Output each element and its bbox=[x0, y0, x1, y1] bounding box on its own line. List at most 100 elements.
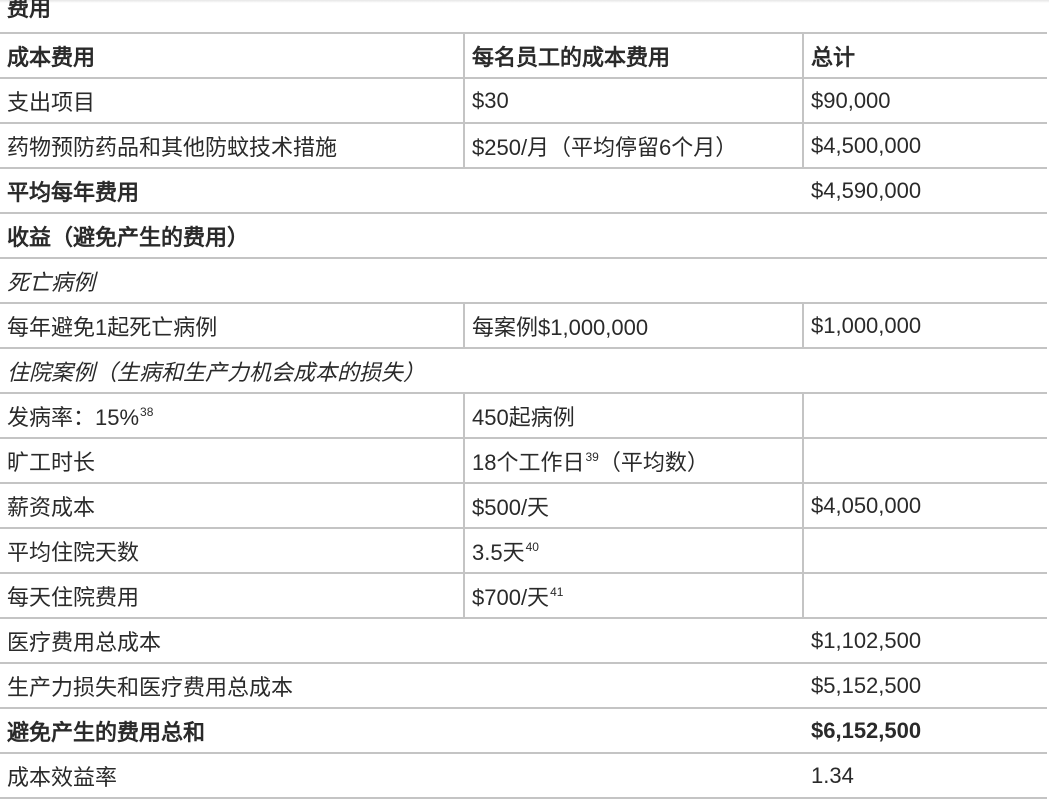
table-row: 成本效益率 1.34 bbox=[0, 754, 1047, 799]
cost-benefit-table: 成本费用 每名员工的成本费用 总计支出项目 $30 $90,000 药物预防药品和其他防蚊… bbox=[0, 32, 1047, 799]
cell-text: $6,152,500 bbox=[811, 717, 922, 743]
table-cell-c2 bbox=[463, 619, 802, 662]
table-cell-c1: 发病率：15% 38 bbox=[0, 394, 463, 437]
cell-text: $500/天 bbox=[472, 494, 550, 520]
cell-text: 发病率：15% bbox=[7, 404, 140, 430]
table-cell-c3: $5,152,500 bbox=[802, 664, 1047, 707]
table-cell-c1: 旷工时长 bbox=[0, 439, 463, 482]
table-row: 平均住院天数 3.5天 40 bbox=[0, 529, 1047, 574]
table-row: 旷工时长 18个工作日 39 （平均数） bbox=[0, 439, 1047, 484]
table-row: 住院案例（生病和生产力机会成本的损失） bbox=[0, 349, 1047, 394]
table-row: 每年避免1起死亡病例 每案例$1,000,000 $1,000,000 bbox=[0, 304, 1047, 349]
table-cell-c3: $1,000,000 bbox=[802, 304, 1047, 347]
cell-text: $1,000,000 bbox=[811, 312, 922, 338]
table-cell-c3 bbox=[802, 529, 1047, 572]
table-cell-c1: 平均每年费用 bbox=[0, 169, 463, 212]
cell-text: $90,000 bbox=[811, 87, 891, 113]
cell-text: 每名员工的成本费用 bbox=[472, 44, 671, 70]
table-cell-c2: 3.5天 40 bbox=[463, 529, 802, 572]
table-cell-c2: $500/天 bbox=[463, 484, 802, 527]
table-row: 死亡病例 bbox=[0, 259, 1047, 304]
table-cell-c3 bbox=[802, 439, 1047, 482]
cell-text: 医疗费用总成本 bbox=[7, 629, 162, 655]
cell-text: 18个工作日 bbox=[472, 449, 585, 475]
cell-text: 避免产生的费用总和 bbox=[7, 719, 206, 745]
table-cell-c1: 避免产生的费用总和 bbox=[0, 709, 463, 752]
table-cell-c3: $4,500,000 bbox=[802, 124, 1047, 167]
cell-text: 平均住院天数 bbox=[7, 539, 140, 565]
cell-text: 每年避免1起死亡病例 bbox=[7, 314, 218, 340]
cell-text: $5,152,500 bbox=[811, 672, 922, 698]
cell-text: 每案例$1,000,000 bbox=[472, 314, 649, 340]
table-cell-c1: 成本费用 bbox=[0, 34, 463, 77]
table-caption: 费用 bbox=[7, 0, 52, 21]
footnote-ref: 41 bbox=[550, 584, 564, 599]
table-row: 医疗费用总成本 $1,102,500 bbox=[0, 619, 1047, 664]
table-cell-c3: $1,102,500 bbox=[802, 619, 1047, 662]
table-header-row: 成本费用 每名员工的成本费用 总计 bbox=[0, 34, 1047, 79]
cell-text-tail: （平均数） bbox=[598, 449, 709, 475]
table-row: 薪资成本 $500/天 $4,050,000 bbox=[0, 484, 1047, 529]
table-cell-c2 bbox=[463, 709, 802, 752]
table-cell-c1: 薪资成本 bbox=[0, 484, 463, 527]
cell-text: $700/天 bbox=[472, 584, 550, 610]
cell-text: 成本费用 bbox=[7, 44, 96, 70]
table-row: 平均每年费用 $4,590,000 bbox=[0, 169, 1047, 214]
table-cell-c1: 医疗费用总成本 bbox=[0, 619, 463, 662]
table-cell-c1: 生产力损失和医疗费用总成本 bbox=[0, 664, 463, 707]
table-cell-c2 bbox=[463, 754, 802, 797]
cell-text: $4,050,000 bbox=[811, 492, 922, 518]
footnote-ref: 40 bbox=[525, 539, 539, 554]
table-cell-c2: 每案例$1,000,000 bbox=[463, 304, 802, 347]
cell-text: $30 bbox=[472, 87, 509, 113]
cell-text: 旷工时长 bbox=[7, 449, 96, 475]
table-cell-c2 bbox=[463, 169, 802, 212]
table-cell-c2: $250/月（平均停留6个月） bbox=[463, 124, 802, 167]
cell-text: 3.5天 bbox=[472, 539, 525, 565]
table-cell-c1: 死亡病例 bbox=[0, 259, 1047, 302]
table-cell-c1: 药物预防药品和其他防蚊技术措施 bbox=[0, 124, 463, 167]
cell-text: 平均每年费用 bbox=[7, 179, 140, 205]
table-row: 生产力损失和医疗费用总成本 $5,152,500 bbox=[0, 664, 1047, 709]
table-cell-c3 bbox=[802, 574, 1047, 617]
table-cell-c3: $4,050,000 bbox=[802, 484, 1047, 527]
table-cell-c2: 450起病例 bbox=[463, 394, 802, 437]
table-cell-c2: 18个工作日 39 （平均数） bbox=[463, 439, 802, 482]
table-row: 每天住院费用 $700/天 41 bbox=[0, 574, 1047, 619]
table-cell-c1: 每天住院费用 bbox=[0, 574, 463, 617]
cell-text: 450起病例 bbox=[472, 404, 575, 430]
table-cell-c1: 住院案例（生病和生产力机会成本的损失） bbox=[0, 349, 1047, 392]
table-cell-c2: $700/天 41 bbox=[463, 574, 802, 617]
table-cell-c3: $90,000 bbox=[802, 79, 1047, 122]
cell-text: 1.34 bbox=[811, 762, 854, 788]
cell-text: 薪资成本 bbox=[7, 494, 96, 520]
table-cell-c3: 总计 bbox=[802, 34, 1047, 77]
top-shadow bbox=[0, 0, 1049, 3]
cell-text: $1,102,500 bbox=[811, 627, 922, 653]
footnote-ref: 38 bbox=[140, 404, 154, 419]
cell-text: $4,500,000 bbox=[811, 132, 922, 158]
cell-text: 收益（避免产生的费用） bbox=[7, 224, 250, 250]
cell-text: $4,590,000 bbox=[811, 177, 922, 203]
cell-text: 住院案例（生病和生产力机会成本的损失） bbox=[7, 359, 426, 385]
cell-text: $250/月（平均停留6个月） bbox=[472, 134, 738, 160]
table-cell-c3: 1.34 bbox=[802, 754, 1047, 797]
cell-text: 总计 bbox=[811, 44, 856, 70]
table-cell-c1: 平均住院天数 bbox=[0, 529, 463, 572]
table-cell-c1: 收益（避免产生的费用） bbox=[0, 214, 1047, 257]
cell-text: 支出项目 bbox=[7, 89, 96, 115]
table-cell-c2: 每名员工的成本费用 bbox=[463, 34, 802, 77]
table-cell-c1: 成本效益率 bbox=[0, 754, 463, 797]
table-cell-c3: $4,590,000 bbox=[802, 169, 1047, 212]
table-cell-c3: $6,152,500 bbox=[802, 709, 1047, 752]
table-row: 药物预防药品和其他防蚊技术措施 $250/月（平均停留6个月） $4,500,000 bbox=[0, 124, 1047, 169]
cell-text: 死亡病例 bbox=[7, 269, 96, 295]
table-cell-c1: 每年避免1起死亡病例 bbox=[0, 304, 463, 347]
table-cell-c1: 支出项目 bbox=[0, 79, 463, 122]
cell-text: 成本效益率 bbox=[7, 764, 118, 790]
cell-text: 生产力损失和医疗费用总成本 bbox=[7, 674, 294, 700]
table-cell-c2: $30 bbox=[463, 79, 802, 122]
table-cell-c2 bbox=[463, 664, 802, 707]
cell-text: 每天住院费用 bbox=[7, 584, 140, 610]
table-row: 支出项目 $30 $90,000 bbox=[0, 79, 1047, 124]
